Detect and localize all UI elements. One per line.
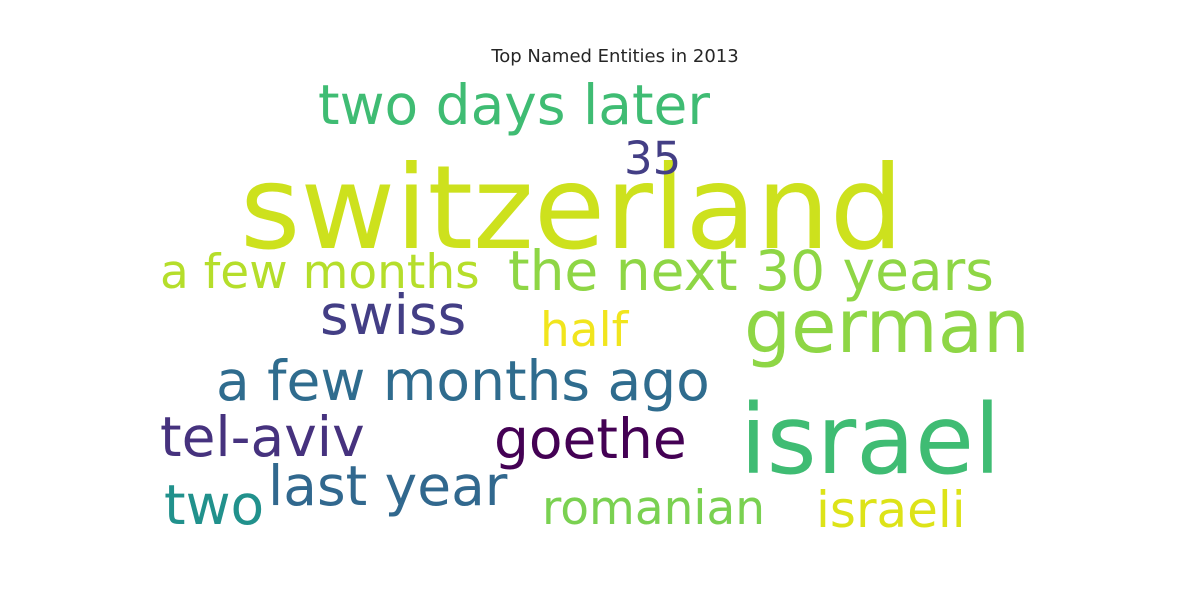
word-two: two xyxy=(164,473,264,537)
word-israeli: israeli xyxy=(816,481,966,539)
word-a-few-months: a few months xyxy=(160,245,480,300)
word-35: 35 xyxy=(624,132,681,185)
word-a-few-months-ago: a few months ago xyxy=(216,349,710,413)
word-israel: israel xyxy=(740,384,1001,496)
word-last-year: last year xyxy=(268,454,508,518)
word-swiss: swiss xyxy=(320,283,466,347)
word-half: half xyxy=(540,303,630,358)
word-tel-aviv: tel-aviv xyxy=(160,405,365,469)
word-switzerland: switzerland xyxy=(240,141,903,276)
word-the-next-30-years: the next 30 years xyxy=(508,239,994,303)
word-romanian: romanian xyxy=(542,481,765,536)
word-goethe: goethe xyxy=(494,407,687,471)
word-two-days-later: two days later xyxy=(318,73,710,137)
word-german: german xyxy=(744,284,1030,370)
chart-title: Top Named Entities in 2013 xyxy=(491,46,739,67)
